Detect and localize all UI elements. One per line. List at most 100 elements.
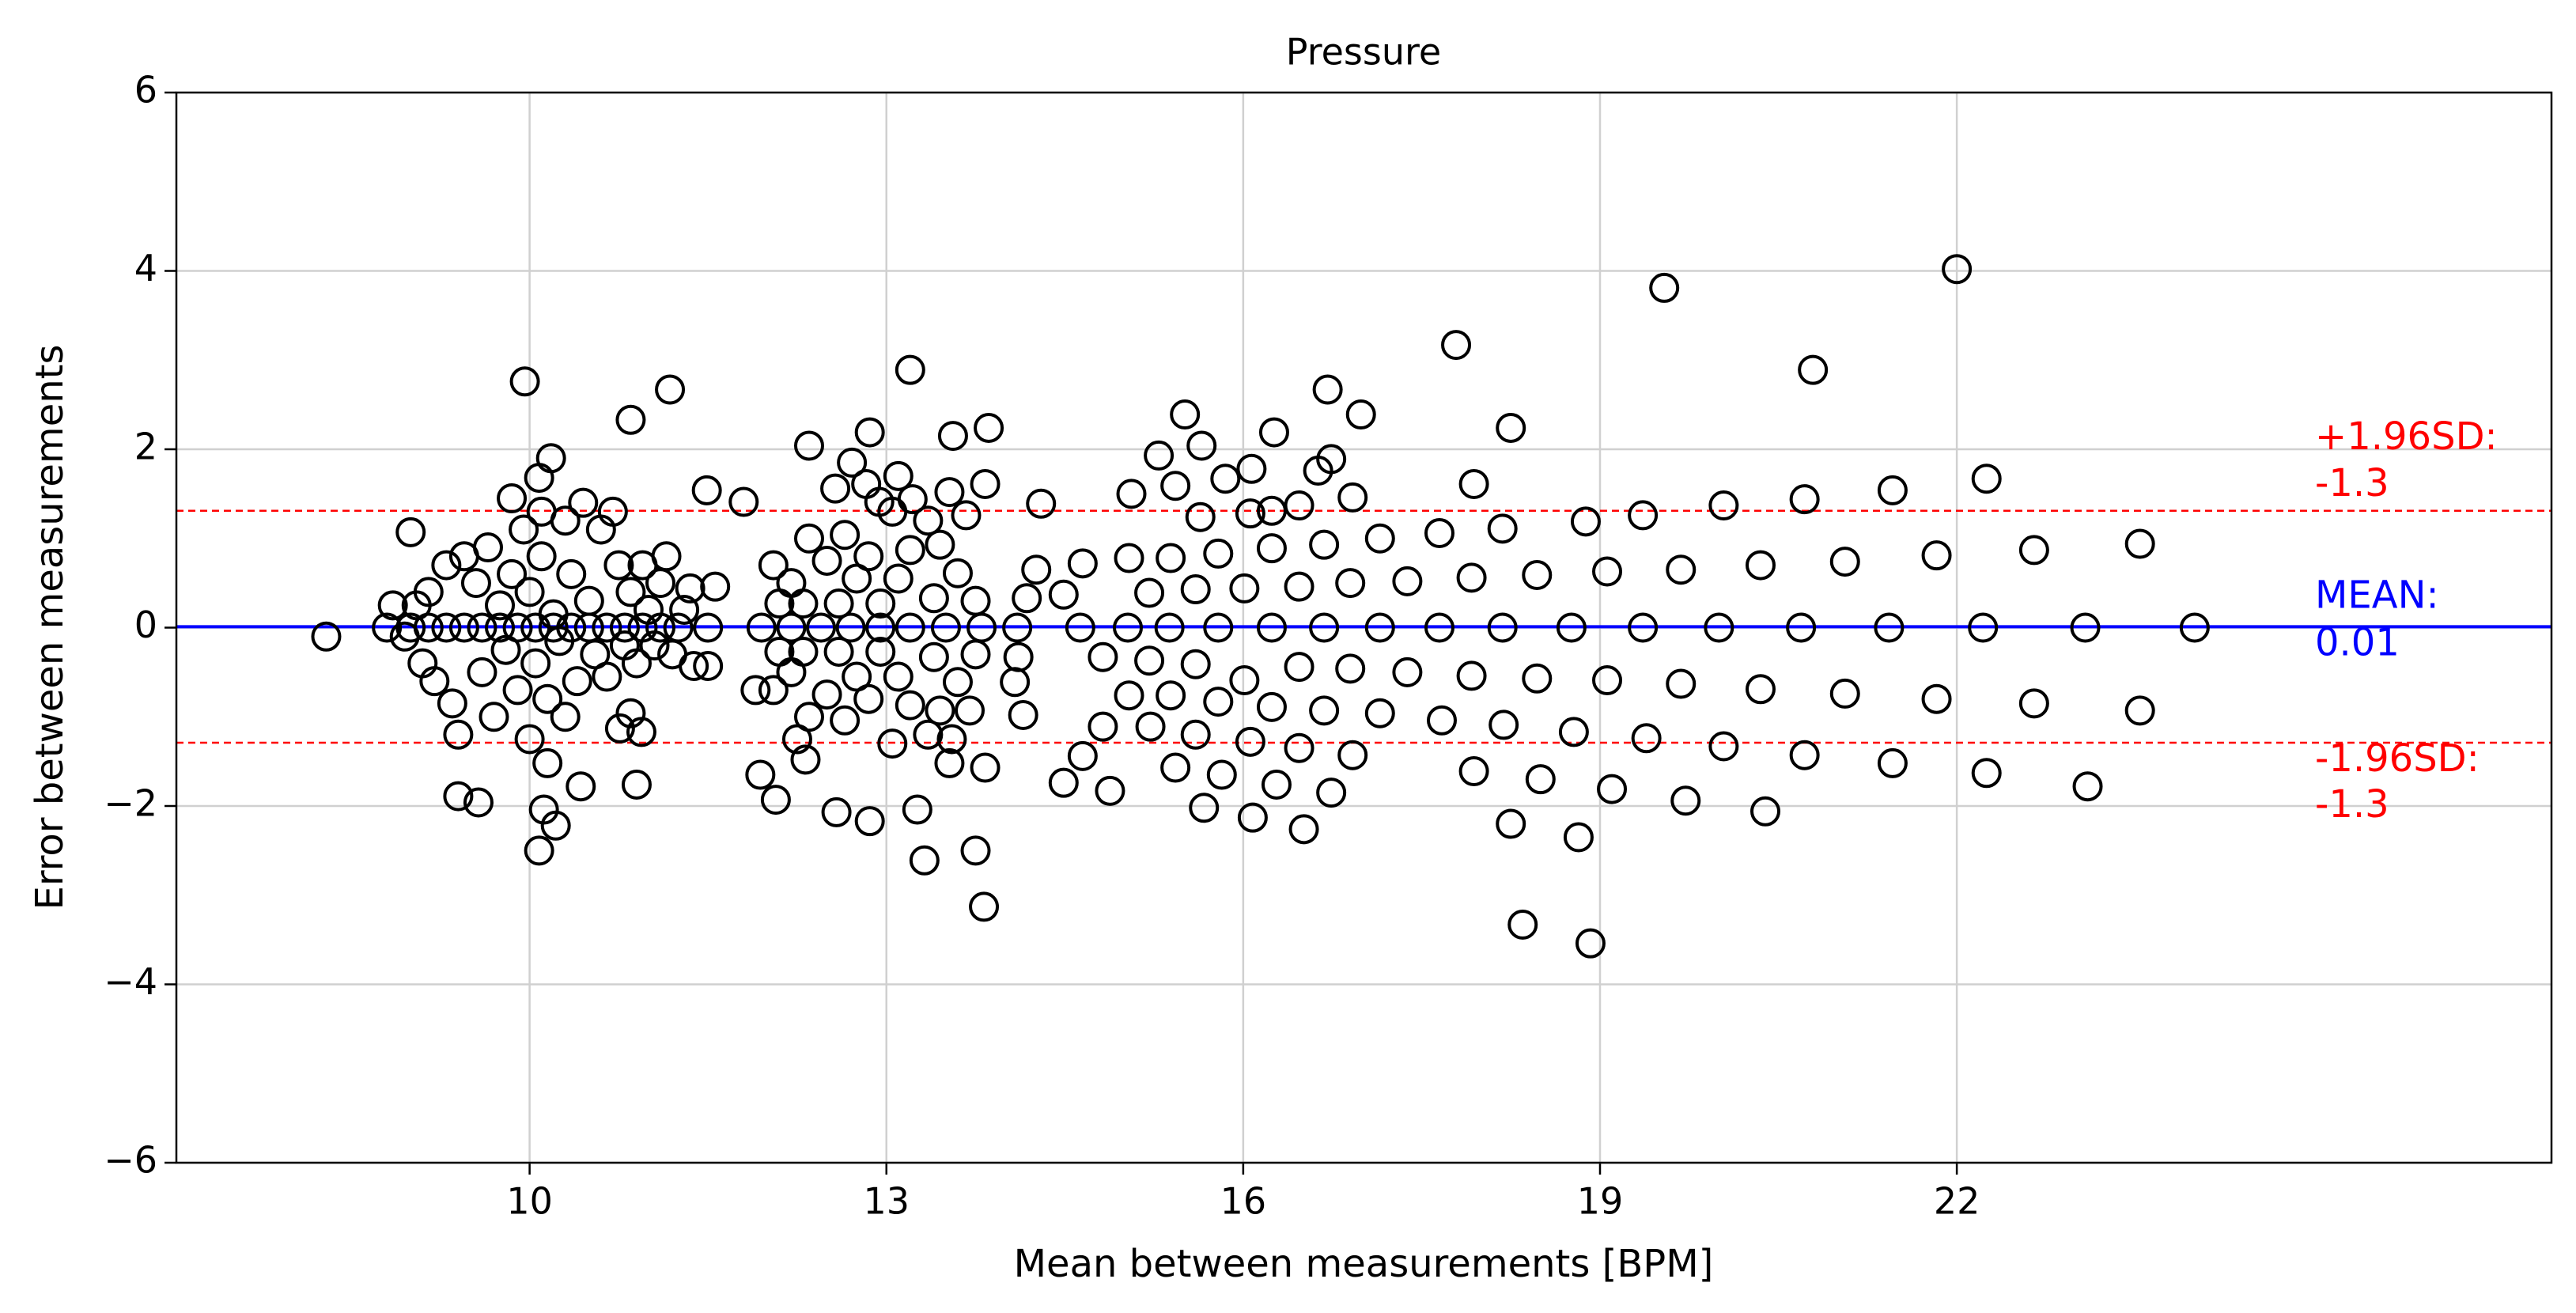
point [1116, 479, 1147, 509]
point [604, 713, 635, 744]
annotation: +1.96SD: [2315, 414, 2498, 459]
point [497, 483, 528, 514]
point [934, 747, 965, 778]
point [1156, 543, 1186, 573]
point [854, 806, 885, 837]
annotation: -1.3 [2315, 461, 2389, 505]
point [865, 636, 896, 667]
point [1507, 909, 1538, 940]
point [1256, 533, 1287, 564]
point [970, 752, 1001, 783]
point [1670, 785, 1701, 816]
point [788, 588, 819, 619]
point [550, 505, 581, 536]
point [2070, 612, 2101, 643]
y-tick-label: −4 [104, 960, 157, 1003]
point [573, 585, 604, 616]
point [431, 612, 462, 643]
point [793, 523, 824, 554]
point [1256, 612, 1287, 643]
point [1746, 674, 1776, 705]
point [1345, 399, 1376, 430]
x-tick-label: 13 [863, 1180, 910, 1223]
point [823, 636, 854, 667]
point [1144, 440, 1175, 471]
point [1426, 705, 1457, 736]
point [1288, 814, 1319, 845]
point [974, 412, 1004, 443]
point [377, 590, 408, 621]
point [633, 594, 664, 625]
point [1067, 740, 1098, 771]
y-axis-label: Error between measurements [28, 345, 72, 910]
point [1203, 538, 1234, 569]
point [1235, 498, 1265, 529]
point [1666, 668, 1697, 699]
point [1316, 778, 1347, 808]
point [877, 496, 908, 527]
point [1189, 793, 1220, 823]
point [1456, 660, 1487, 691]
point [1597, 774, 1628, 804]
x-tick-label: 22 [1934, 1180, 1980, 1223]
point [764, 588, 795, 619]
point [1874, 612, 1905, 643]
point [520, 648, 551, 679]
point [1458, 756, 1489, 787]
point [592, 612, 622, 643]
point [821, 797, 852, 827]
point [1229, 573, 1260, 604]
point [925, 695, 955, 726]
point [793, 430, 824, 461]
point [509, 514, 539, 545]
point [1570, 506, 1601, 537]
point [1088, 711, 1118, 742]
point [823, 588, 854, 619]
point [764, 636, 795, 667]
point [1065, 612, 1095, 643]
point [497, 558, 528, 589]
point [2018, 688, 2049, 719]
points [311, 254, 2210, 959]
point [853, 683, 884, 714]
point [1424, 517, 1454, 548]
point [485, 612, 516, 643]
point [1229, 665, 1260, 696]
y-tick-label: −2 [104, 782, 157, 825]
point [883, 563, 914, 594]
point [1135, 711, 1166, 742]
point [1284, 571, 1314, 602]
point [776, 612, 807, 643]
x-tick-label: 19 [1577, 1180, 1624, 1223]
point [1160, 471, 1191, 501]
point [1048, 579, 1079, 610]
point [540, 810, 571, 841]
point [693, 650, 724, 681]
point [467, 656, 497, 687]
point [1309, 529, 1340, 560]
point [609, 612, 640, 643]
point [1392, 656, 1423, 687]
point [524, 835, 554, 866]
point [1114, 680, 1144, 711]
point [1170, 399, 1201, 430]
point [1877, 475, 1908, 505]
point [1496, 412, 1526, 443]
point [1441, 330, 1472, 361]
point [550, 702, 581, 732]
point [691, 475, 722, 505]
x-axis-label: Mean between measurements [BPM] [1014, 1242, 1714, 1286]
point [969, 891, 1000, 922]
point [1789, 484, 1820, 515]
point [788, 636, 819, 667]
point [1180, 574, 1211, 605]
point [1786, 612, 1817, 643]
point [532, 683, 563, 714]
point [758, 675, 789, 706]
point [745, 759, 776, 790]
point [2179, 612, 2210, 643]
point [490, 634, 521, 665]
point [1154, 612, 1185, 643]
point [2072, 771, 2103, 802]
